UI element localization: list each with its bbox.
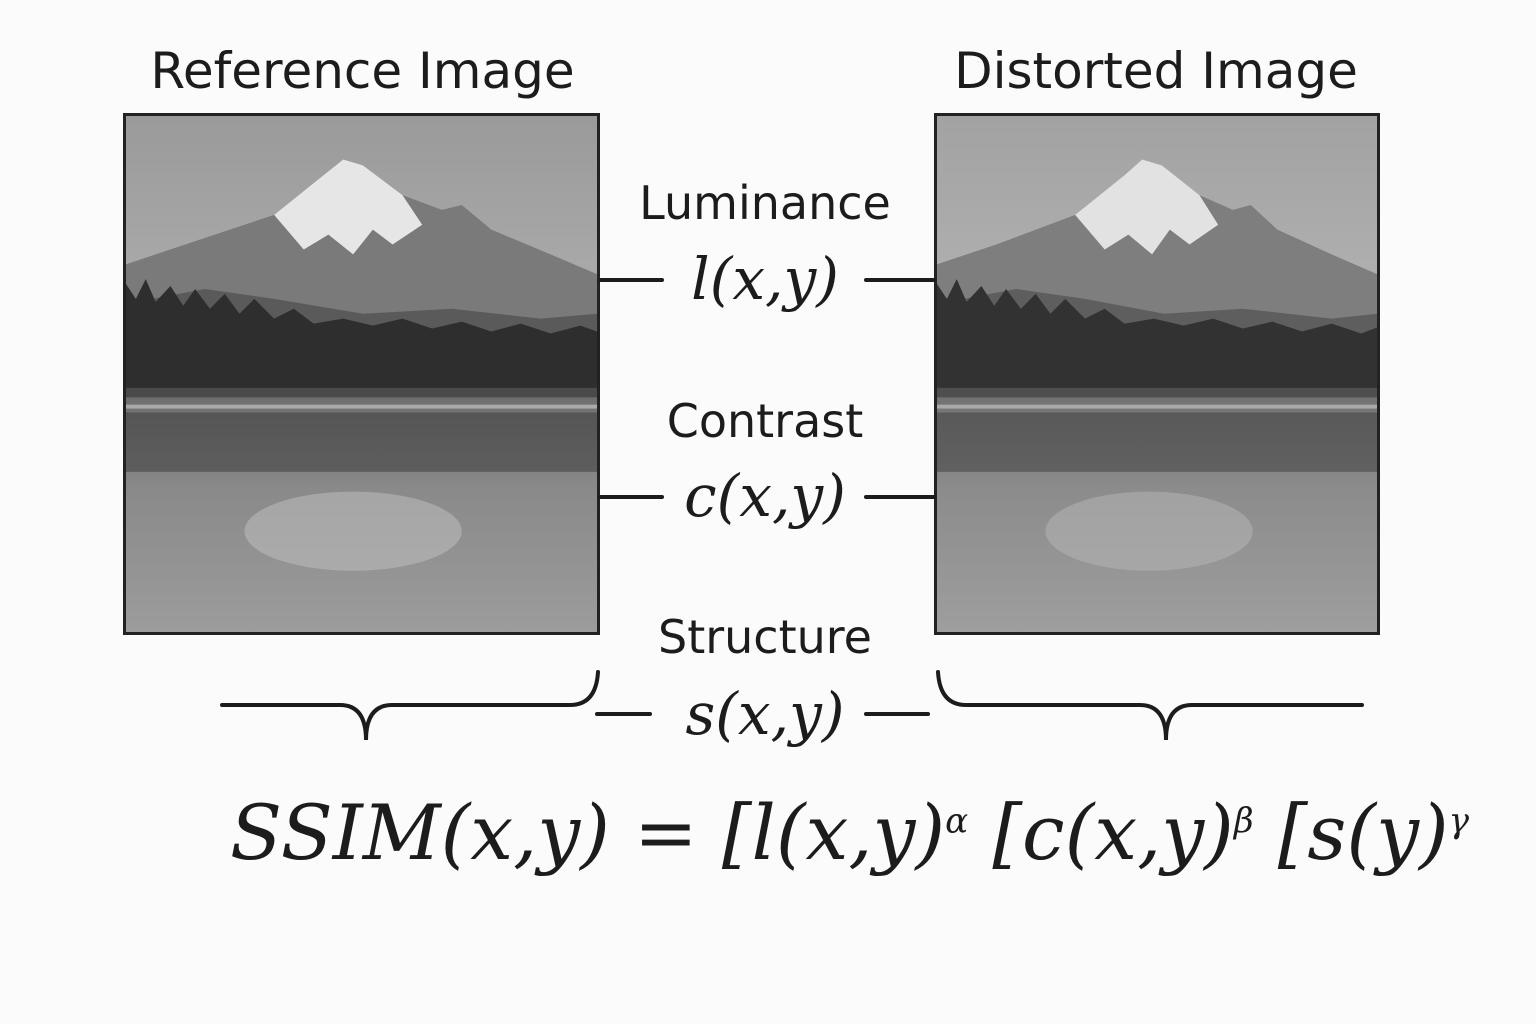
formula-exponent: γ [1448,801,1470,842]
ssim-formula: SSIM(x,y) = [l(x,y)α [c(x,y)β [s(y)γ [230,788,1470,877]
left-brace [220,670,600,741]
distorted-image [934,113,1380,635]
luminance-function: l(x,y) [691,245,839,313]
reference-photo-graphic [126,116,597,632]
reference-image [123,113,600,635]
formula-exponent: β [1233,801,1254,842]
luminance-label: Luminance [639,176,891,230]
contrast-function: c(x,y) [684,462,846,530]
formula-exponent: α [945,801,969,842]
contrast-label: Contrast [666,394,864,448]
distorted-image-title: Distorted Image [954,42,1358,100]
distorted-photo-graphic [937,116,1377,632]
right-brace [936,670,1364,741]
structure-label: Structure [658,610,872,664]
structure-function: s(x,y) [685,680,845,748]
reference-image-title: Reference Image [150,42,575,100]
